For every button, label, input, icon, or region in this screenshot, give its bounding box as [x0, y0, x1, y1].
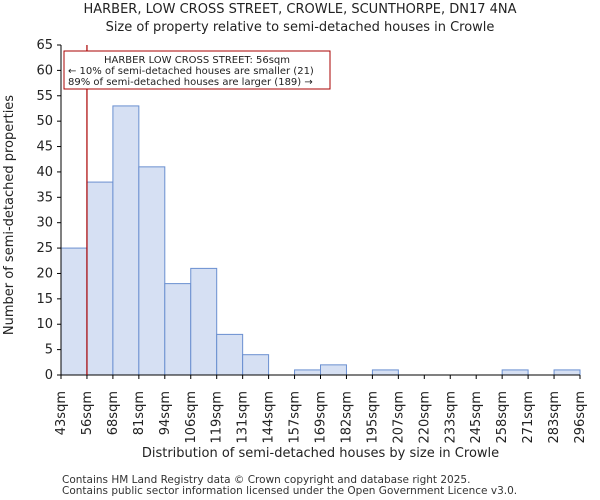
annotation-box: HARBER LOW CROSS STREET: 56sqm ← 10% of … [63, 50, 331, 90]
y-tick-label: 10 [36, 317, 53, 332]
x-tick-label: 271sqm [521, 391, 536, 444]
footer-line-1: Contains HM Land Registry data © Crown c… [62, 474, 471, 486]
x-tick-label: 56sqm [80, 391, 95, 435]
x-tick-label: 195sqm [365, 391, 380, 444]
y-tick-label: 0 [45, 368, 53, 383]
y-tick-label: 40 [36, 165, 53, 180]
x-tick-label: 182sqm [339, 391, 354, 444]
x-tick-label: 68sqm [106, 391, 121, 435]
annotation-line-3: 89% of semi-detached houses are larger (… [68, 77, 313, 88]
x-tick-label: 296sqm [573, 391, 588, 444]
histogram-bar [553, 369, 581, 376]
histogram-bar [190, 267, 218, 376]
x-tick-label: 43sqm [54, 391, 69, 435]
histogram-bar [60, 247, 88, 376]
y-tick-label: 65 [36, 38, 53, 53]
y-tick-label: 50 [36, 114, 53, 129]
x-tick-label: 157sqm [288, 391, 303, 444]
y-tick-label: 55 [36, 89, 53, 104]
y-tick-label: 20 [36, 266, 53, 281]
x-tick-label: 144sqm [262, 391, 277, 444]
x-tick-label: 94sqm [158, 391, 173, 435]
x-tick-label: 169sqm [314, 391, 329, 444]
y-tick-label: 5 [45, 343, 53, 358]
x-tick-label: 220sqm [417, 391, 432, 444]
annotation-line-1: HARBER LOW CROSS STREET: 56sqm [104, 55, 290, 66]
y-tick-label: 45 [36, 140, 53, 155]
histogram-bar [371, 369, 399, 376]
y-axis-label: Number of semi-detached properties [2, 95, 17, 335]
x-tick-label: 81sqm [132, 391, 147, 435]
y-tick-label: 60 [36, 63, 53, 78]
chart-subtitle: Size of property relative to semi-detach… [105, 20, 495, 35]
y-tick-label: 35 [36, 190, 53, 205]
x-tick-label: 233sqm [443, 391, 458, 444]
x-tick-label: 106sqm [184, 391, 199, 444]
y-tick-label: 30 [36, 216, 53, 231]
chart-title: HARBER, LOW CROSS STREET, CROWLE, SCUNTH… [83, 2, 517, 17]
histogram-bar [164, 283, 192, 376]
histogram-bar [294, 369, 321, 376]
x-axis-label: Distribution of semi-detached houses by … [142, 446, 499, 461]
y-tick-label: 15 [36, 292, 53, 307]
histogram-bar [320, 364, 347, 376]
x-tick-label: 131sqm [236, 391, 251, 444]
histogram-bar [216, 333, 244, 376]
histogram-bar [112, 105, 140, 376]
footer-line-2: Contains public sector information licen… [62, 485, 518, 497]
x-tick-label: 283sqm [547, 391, 562, 444]
histogram-bar [242, 354, 270, 376]
annotation-line-2: ← 10% of semi-detached houses are smalle… [68, 66, 314, 77]
x-tick-label: 207sqm [391, 391, 406, 444]
y-tick-label: 25 [36, 241, 53, 256]
x-tick-label: 119sqm [210, 391, 225, 444]
x-tick-label: 258sqm [495, 391, 510, 444]
histogram-bar [86, 181, 114, 376]
histogram-bar [138, 166, 166, 376]
histogram-bar [501, 369, 529, 376]
x-tick-label: 245sqm [469, 391, 484, 444]
